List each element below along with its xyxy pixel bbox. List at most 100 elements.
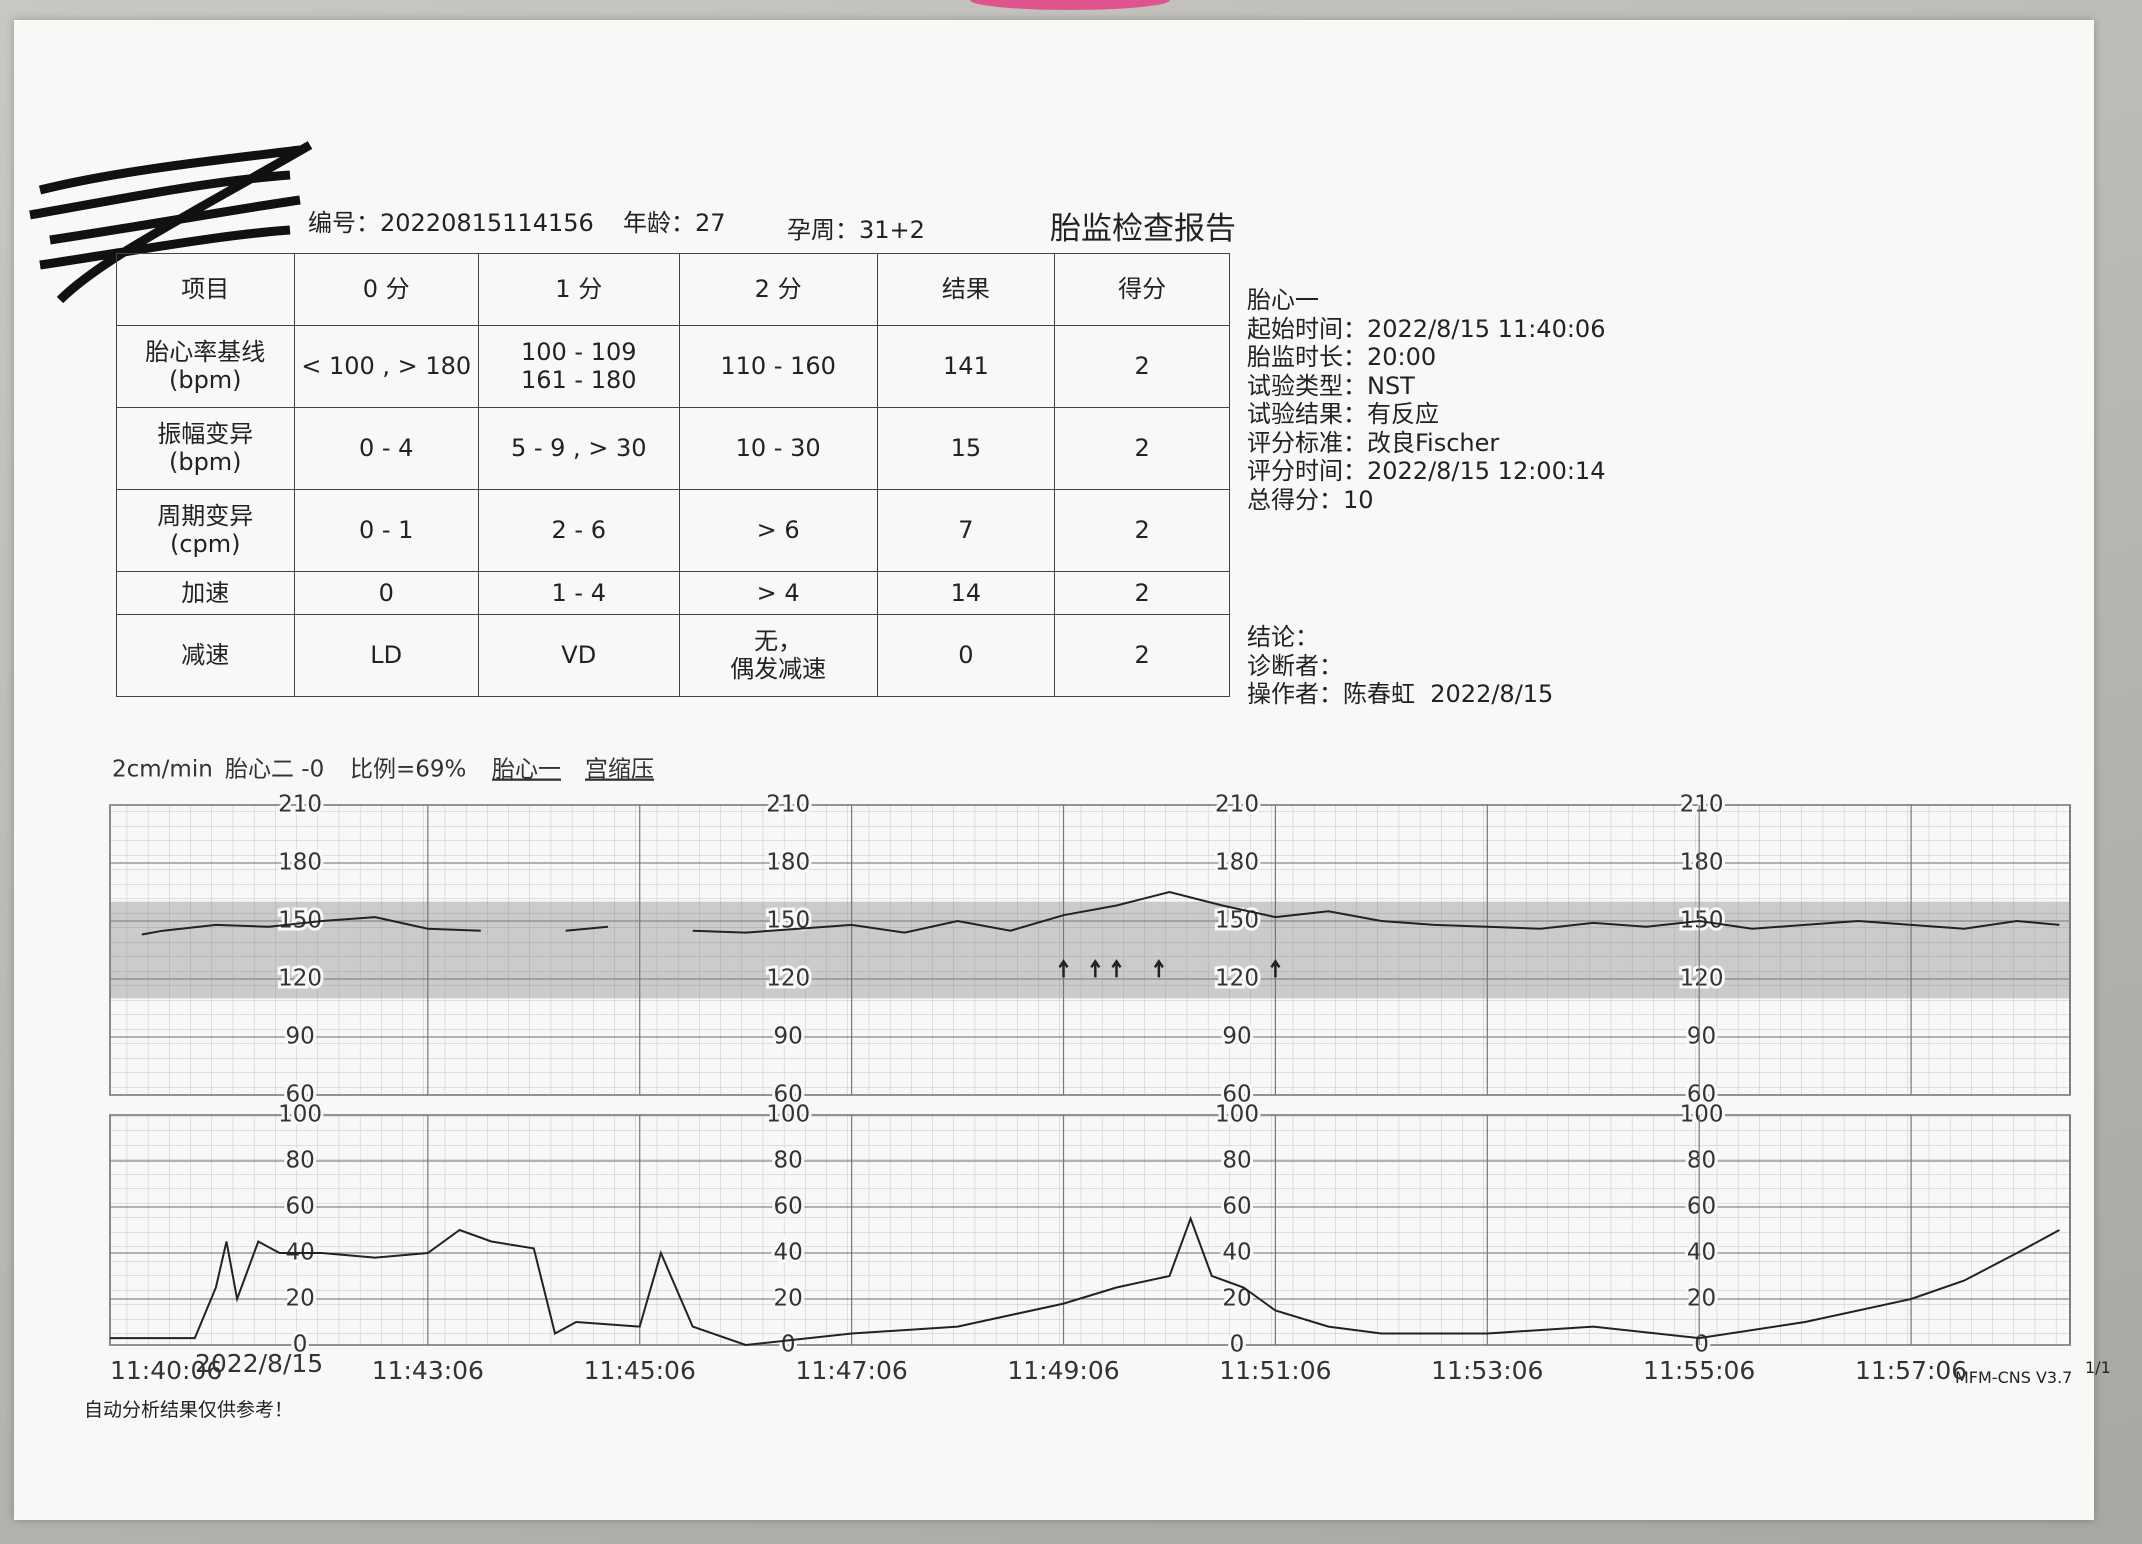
y-tick-label: 60 (1687, 1082, 1716, 1108)
redaction-scribble (29, 141, 313, 304)
panel-frame (109, 1114, 2071, 1346)
y-tick-label: 0 (1230, 1332, 1245, 1358)
x-tick-label: 11:57:06 (1855, 1356, 1967, 1385)
conclusion-line: 诊断者： (1247, 651, 1343, 680)
table-cell: 14 (876, 570, 1056, 615)
y-tick-label: 90 (285, 1024, 314, 1050)
panel-frame (109, 804, 2071, 1096)
conclusion-line: 操作者：陈春虹 2022/8/15 (1247, 680, 1554, 708)
info-line: 总得分：10 (1247, 485, 1374, 514)
movement-marker (1270, 959, 1281, 978)
info-line: 胎监时长：20:00 (1247, 343, 1437, 371)
y-tick-label: 20 (774, 1286, 803, 1312)
age: 年龄：27 (623, 209, 726, 237)
table-row: 减速 LD VD 无， 偶发减速 0 2 (116, 613, 1230, 698)
record-id: 编号：20220815114156 (308, 209, 594, 237)
y-tick-label: 40 (1222, 1240, 1251, 1266)
x-tick-label: 11:45:06 (584, 1356, 696, 1385)
y-tick-label: 60 (1222, 1194, 1251, 1220)
version: MFM-CNS V3.7 (1955, 1368, 2073, 1387)
y-tick-label: 120 (766, 966, 810, 992)
info-line: 评分时间：2022/8/15 12:00:14 (1247, 457, 1606, 485)
table-row: 加速 0 1 - 4 > 4 14 2 (116, 570, 1230, 615)
table-cell: VD (477, 613, 680, 698)
table-cell: 无， 偶发减速 (678, 613, 878, 698)
trace-line (141, 890, 2060, 936)
y-tick-label: 80 (1687, 1148, 1716, 1174)
conclusion-line: 结论： (1247, 623, 1319, 651)
gestation: 孕周：31+2 (787, 216, 925, 244)
y-tick-label: 20 (1687, 1286, 1716, 1312)
y-tick-label: 80 (774, 1148, 803, 1174)
y-tick-label: 100 (766, 1102, 810, 1128)
table-header-cell: 2 分 (678, 253, 878, 326)
x-date: 2022/8/15 (195, 1349, 323, 1378)
movement-marker (1111, 959, 1122, 978)
table-header-cell: 结果 (876, 253, 1056, 326)
table-cell: > 6 (678, 488, 878, 572)
info-line: 试验结果：有反应 (1247, 400, 1439, 428)
y-tick-label: 150 (1680, 908, 1724, 934)
info-line: 试验类型：NST (1247, 371, 1415, 400)
trace-line (110, 1215, 2060, 1347)
y-tick-label: 80 (285, 1148, 314, 1174)
y-tick-label: 90 (1687, 1024, 1716, 1050)
y-tick-label: 20 (1222, 1286, 1251, 1312)
table-cell: 2 (1054, 488, 1230, 572)
movement-marker (1153, 959, 1164, 978)
y-tick-label: 210 (278, 792, 322, 818)
y-tick-label: 60 (285, 1082, 314, 1108)
y-tick-label: 210 (1215, 792, 1259, 818)
table-cell: 周期变异 (cpm) (116, 488, 295, 572)
y-tick-label: 100 (278, 1102, 322, 1128)
table-header-cell: 0 分 (293, 253, 479, 326)
y-tick-label: 60 (1687, 1194, 1716, 1220)
normal-band (110, 901, 2070, 999)
table-header-cell: 得分 (1054, 253, 1230, 326)
y-tick-label: 80 (1222, 1148, 1251, 1174)
movement-marker (1090, 959, 1101, 978)
y-tick-label: 40 (1687, 1240, 1716, 1266)
table-cell: 2 (1054, 613, 1230, 698)
y-tick-label: 90 (774, 1024, 803, 1050)
y-tick-label: 0 (293, 1332, 308, 1358)
x-tick-label: 11:51:06 (1219, 1356, 1331, 1385)
y-tick-label: 150 (278, 908, 322, 934)
y-tick-label: 60 (1222, 1082, 1251, 1108)
table-cell: 10 - 30 (678, 406, 878, 490)
chart-label: 比例=69% (350, 757, 466, 783)
table-header-cell: 1 分 (477, 253, 680, 326)
y-tick-label: 180 (1215, 850, 1259, 876)
y-tick-label: 100 (1215, 1102, 1259, 1128)
x-tick-label: 11:49:06 (1007, 1356, 1119, 1385)
table-cell: 0 (876, 613, 1056, 698)
table-cell: 2 - 6 (477, 488, 680, 572)
y-tick-label: 0 (1694, 1332, 1709, 1358)
table-cell: 2 (1054, 406, 1230, 490)
chart-label: 胎心二 -0 (225, 757, 324, 783)
info-line: 胎心一 (1247, 286, 1319, 314)
y-tick-label: 180 (278, 850, 322, 876)
y-tick-label: 40 (774, 1240, 803, 1266)
y-tick-label: 120 (278, 966, 322, 992)
table-cell: 加速 (116, 570, 295, 615)
table-cell: < 100 , > 180 (293, 325, 479, 408)
y-tick-label: 180 (766, 850, 810, 876)
y-tick-label: 180 (1680, 850, 1724, 876)
y-tick-label: 120 (1215, 966, 1259, 992)
pink-object (970, 0, 1170, 10)
x-tick-label: 11:40:06 (110, 1356, 222, 1385)
y-tick-label: 60 (774, 1194, 803, 1220)
y-tick-label: 210 (766, 792, 810, 818)
table-cell: 100 - 109 161 - 180 (477, 325, 680, 408)
table-cell: LD (293, 613, 479, 698)
y-tick-label: 210 (1680, 792, 1724, 818)
y-tick-label: 0 (781, 1332, 796, 1358)
y-tick-label: 100 (1680, 1102, 1724, 1128)
table-cell: 7 (876, 488, 1056, 572)
